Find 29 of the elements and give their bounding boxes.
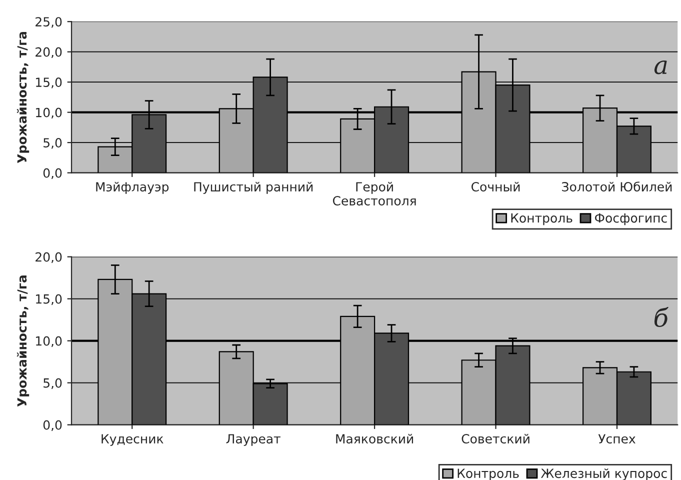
y-tick-label: 0,0 [43, 420, 62, 431]
x-tick-label: Сочный [472, 182, 520, 192]
annotation: а [654, 60, 667, 74]
x-tick-label: Успех [598, 434, 636, 444]
y-tick-label: 5,0 [44, 378, 62, 389]
legend-label: Контроль [458, 468, 519, 480]
y-tick-label: 15,0 [36, 78, 62, 88]
x-tick-label: Герой Севастополя [332, 182, 416, 206]
legend-label: Железный купорос [540, 468, 667, 480]
y-tick-label: 15,0 [36, 294, 62, 305]
x-tick-label: Мэйфлауэр [96, 182, 169, 194]
x-tick-label: Маяковский [336, 434, 414, 444]
x-tick-label: Кудесник [102, 434, 164, 446]
y-tick-label: 20,0 [36, 252, 62, 263]
y-tick-label: 10,0 [36, 108, 62, 119]
x-tick-label: Пушистый ранний [194, 182, 313, 194]
y-tick-label: 0,0 [43, 168, 62, 179]
y-tick-label: 5,0 [44, 138, 62, 149]
y-tick-label: 10,0 [36, 336, 62, 347]
y-axis-title: Урожайность, т/га [16, 276, 30, 407]
x-tick-label: Советский [462, 434, 530, 444]
legend-label: Контроль [511, 213, 572, 226]
x-tick-label: Лауреат [226, 434, 280, 446]
x-tick-label: Золотой Юбилей [562, 182, 672, 192]
y-tick-label: 20,0 [36, 47, 62, 58]
y-tick-label: 25,0 [36, 17, 62, 28]
y-axis-title: Урожайность, т/га [16, 32, 30, 164]
annotation: б [654, 307, 669, 328]
legend-label: Фосфогипс [594, 213, 667, 226]
